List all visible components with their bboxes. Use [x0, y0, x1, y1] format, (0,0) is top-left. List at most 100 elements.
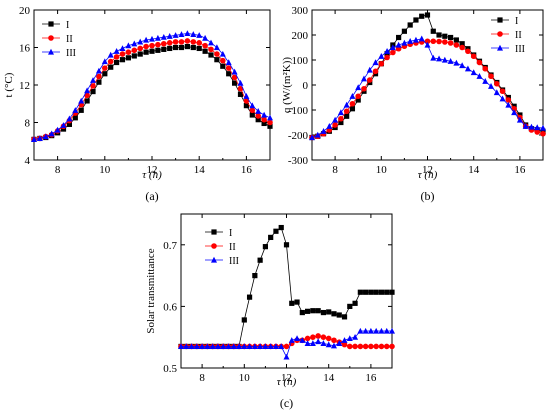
- data-point: [447, 58, 454, 64]
- data-point: [107, 51, 114, 58]
- data-point: [226, 71, 232, 77]
- data-point: [357, 327, 364, 334]
- data-point: [347, 303, 353, 309]
- data-point: [465, 48, 471, 55]
- data-point: [283, 343, 290, 350]
- data-point: [48, 130, 55, 137]
- series-line: [311, 40, 544, 138]
- data-point: [90, 88, 96, 95]
- data-point: [326, 309, 332, 315]
- data-point: [378, 343, 385, 350]
- data-point: [372, 59, 379, 66]
- data-point: [42, 133, 49, 140]
- data-point: [267, 123, 273, 129]
- data-point: [131, 47, 138, 54]
- data-point: [190, 44, 196, 51]
- data-point: [255, 108, 262, 114]
- data-point: [273, 228, 279, 234]
- legend-entry: I: [229, 228, 232, 239]
- data-point: [368, 343, 374, 350]
- data-point: [459, 62, 466, 69]
- data-point: [188, 343, 195, 350]
- data-point: [304, 335, 311, 342]
- data-point: [113, 48, 120, 54]
- legend-entry: II: [229, 242, 236, 253]
- data-point: [184, 38, 191, 44]
- data-point: [196, 32, 203, 38]
- data-point: [320, 128, 327, 134]
- data-point: [172, 32, 179, 38]
- data-point: [249, 112, 255, 118]
- legend-marker: [497, 17, 503, 23]
- x-tick-label: 14: [323, 372, 335, 384]
- data-point: [389, 44, 396, 51]
- data-point: [305, 308, 311, 314]
- data-point: [346, 335, 353, 342]
- data-point: [413, 17, 419, 23]
- data-point: [326, 123, 333, 129]
- legend-entry: II: [515, 30, 522, 41]
- data-point: [310, 334, 316, 341]
- data-point: [384, 289, 390, 295]
- data-point: [278, 343, 285, 350]
- data-point: [267, 119, 273, 126]
- data-point: [232, 80, 238, 86]
- data-point: [251, 343, 258, 350]
- data-point: [178, 343, 184, 350]
- data-point: [310, 308, 316, 314]
- data-point: [366, 66, 373, 73]
- data-point: [208, 39, 214, 46]
- x-tick-label: 16: [514, 164, 526, 176]
- data-point: [341, 314, 348, 320]
- data-point: [332, 116, 339, 123]
- data-point: [360, 75, 367, 82]
- data-point: [113, 54, 120, 60]
- data-point: [488, 83, 495, 89]
- data-point: [231, 68, 238, 75]
- data-point: [459, 41, 465, 47]
- x-tick-label: 8: [199, 372, 205, 384]
- x-tick-label: 14: [468, 164, 480, 176]
- data-point: [357, 343, 364, 350]
- data-point: [173, 44, 179, 51]
- y-tick-label: 4: [25, 155, 31, 167]
- y-tick-label: 0.6: [163, 301, 177, 313]
- legend-marker: [211, 229, 217, 235]
- data-point: [488, 73, 494, 80]
- data-point: [172, 39, 179, 45]
- data-point: [102, 65, 108, 71]
- data-point: [453, 59, 460, 66]
- data-point: [220, 343, 227, 350]
- data-point: [255, 117, 261, 123]
- data-point: [494, 80, 500, 87]
- x-axis-label: τ (h): [142, 169, 162, 181]
- data-point: [332, 122, 338, 128]
- data-point: [430, 54, 437, 61]
- data-point: [395, 41, 402, 48]
- data-point: [196, 45, 202, 52]
- y-tick-label: 100: [292, 55, 309, 67]
- x-axis-label: τ (h): [277, 376, 297, 388]
- data-point: [249, 102, 256, 109]
- x-tick-label: 10: [239, 372, 251, 384]
- data-point: [267, 114, 273, 121]
- data-point: [237, 85, 244, 92]
- data-point: [401, 39, 408, 46]
- data-point: [453, 42, 460, 48]
- series-III: [178, 327, 395, 360]
- data-point: [214, 51, 220, 57]
- data-point: [349, 106, 356, 112]
- data-point: [208, 52, 214, 58]
- data-point: [344, 113, 350, 119]
- data-point: [476, 73, 483, 79]
- data-point: [407, 22, 413, 28]
- data-point: [241, 343, 248, 350]
- data-point: [246, 294, 253, 300]
- data-point: [352, 300, 358, 306]
- y-tick-label: -300: [288, 155, 309, 167]
- data-point: [60, 122, 67, 128]
- y-tick-label: 0.5: [163, 363, 177, 375]
- data-point: [540, 124, 546, 131]
- data-point: [299, 337, 306, 343]
- data-point: [534, 124, 541, 131]
